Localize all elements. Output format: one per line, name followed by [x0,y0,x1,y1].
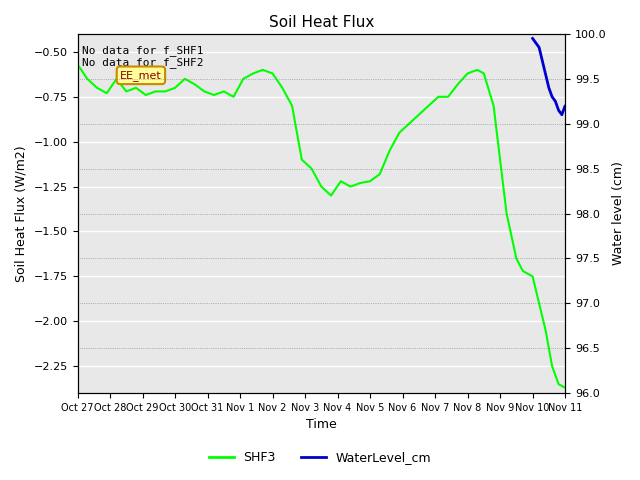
Text: EE_met: EE_met [120,70,162,81]
Text: No data for f_SHF1
No data for f_SHF2: No data for f_SHF1 No data for f_SHF2 [83,45,204,68]
Legend: SHF3, WaterLevel_cm: SHF3, WaterLevel_cm [204,446,436,469]
X-axis label: Time: Time [306,419,337,432]
Y-axis label: Water level (cm): Water level (cm) [612,162,625,265]
Y-axis label: Soil Heat Flux (W/m2): Soil Heat Flux (W/m2) [15,145,28,282]
Title: Soil Heat Flux: Soil Heat Flux [269,15,374,30]
